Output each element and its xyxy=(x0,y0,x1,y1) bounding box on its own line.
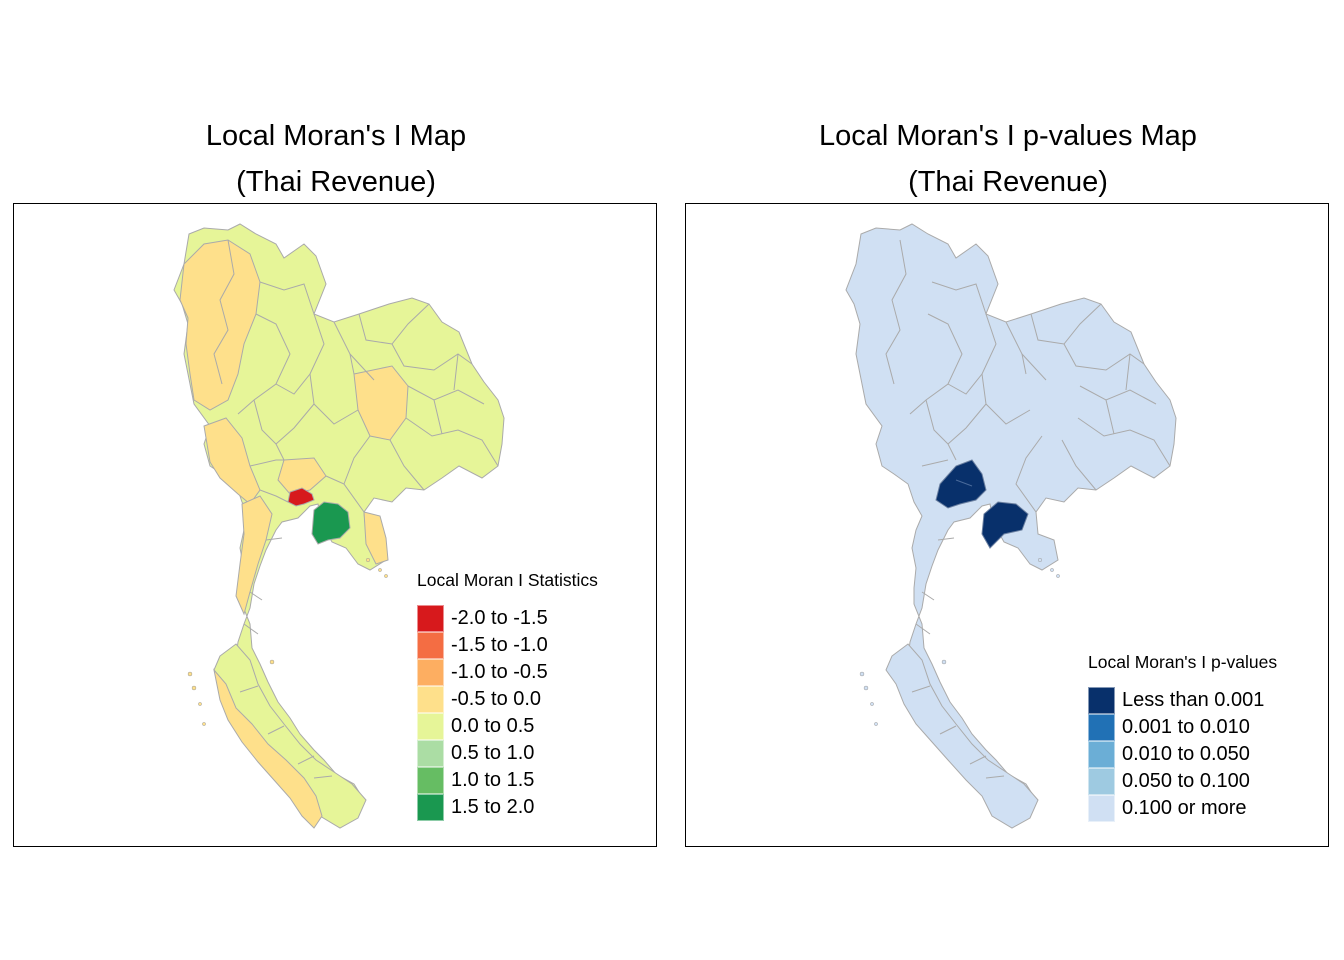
legend-title: Local Moran I Statistics xyxy=(417,570,598,590)
local-moran-legend: Local Moran I Statistics -2.0 to -1.5 -1.… xyxy=(417,570,598,821)
legend-row: -0.5 to 0.0 xyxy=(417,686,598,713)
legend-label: -2.0 to -1.5 xyxy=(451,607,548,629)
legend-row: 0.100 or more xyxy=(1088,795,1277,822)
islands xyxy=(859,557,1060,726)
legend-row: 0.010 to 0.050 xyxy=(1088,741,1277,768)
legend-label: -1.5 to -1.0 xyxy=(451,634,548,656)
legend-row: -2.0 to -1.5 xyxy=(417,605,598,632)
central-significant-cluster xyxy=(935,459,987,509)
left-map-title-line2: (Thai Revenue) xyxy=(236,166,436,198)
south-lower-region xyxy=(213,668,323,829)
east-coast-strip xyxy=(363,511,389,565)
legend-label: Less than 0.001 xyxy=(1122,689,1265,711)
legend-label: 0.100 or more xyxy=(1122,797,1247,819)
legend-swatch xyxy=(417,659,444,686)
central-pocket xyxy=(277,457,327,495)
legend-title: Local Moran's I p-values xyxy=(1088,652,1278,672)
islands xyxy=(187,557,388,726)
local-moran-map-panel: Local Moran I Statistics -2.0 to -1.5 -1.… xyxy=(13,203,657,847)
legend-label: 0.050 to 0.100 xyxy=(1122,770,1250,792)
thailand-map-pvalues xyxy=(845,223,1177,829)
legend-row: 1.5 to 2.0 xyxy=(417,794,598,821)
chonburi-cluster xyxy=(311,501,351,545)
legend-swatch xyxy=(417,686,444,713)
east-significant-cluster xyxy=(981,501,1029,549)
legend-swatch xyxy=(417,767,444,794)
legend-row: -1.0 to -0.5 xyxy=(417,659,598,686)
central-west-strip xyxy=(235,495,273,616)
legend-row: 0.0 to 0.5 xyxy=(417,713,598,740)
legend-row: Less than 0.001 xyxy=(1088,687,1277,714)
right-map-title-line2: (Thai Revenue) xyxy=(908,166,1108,198)
legend-label: 1.5 to 2.0 xyxy=(451,796,535,818)
legend-label: 0.001 to 0.010 xyxy=(1122,716,1250,738)
legend-swatch xyxy=(417,794,444,821)
legend-swatch xyxy=(1088,768,1115,795)
bangkok-outlier xyxy=(287,487,315,507)
legend-swatch xyxy=(417,632,444,659)
legend-items: -2.0 to -1.5 -1.5 to -1.0 -1.0 to -0.5 -0.5… xyxy=(417,605,598,821)
province-borders-pvalues xyxy=(885,239,1171,779)
legend-row: -1.5 to -1.0 xyxy=(417,632,598,659)
left-map-title: Local Moran's I Map (Thai Revenue) xyxy=(13,113,659,205)
province-borders xyxy=(213,239,499,779)
legend-label: -1.0 to -0.5 xyxy=(451,661,548,683)
northeast-pocket xyxy=(353,365,409,441)
legend-swatch xyxy=(417,740,444,767)
left-map-title-line1: Local Moran's I Map xyxy=(205,120,467,152)
legend-label: 0.010 to 0.050 xyxy=(1122,743,1250,765)
southern-peninsula xyxy=(213,643,367,829)
pvalue-legend: Local Moran's I p-values Less than 0.001… xyxy=(1088,652,1277,822)
right-map-title: Local Moran's I p-values Map (Thai Reven… xyxy=(685,113,1331,205)
thailand-map-statistics xyxy=(173,223,505,829)
thailand-country-shape xyxy=(173,223,505,829)
legend-label: -0.5 to 0.0 xyxy=(451,688,542,710)
northwest-region xyxy=(179,239,261,411)
right-map-title-line1: Local Moran's I p-values Map xyxy=(819,120,1197,152)
legend-label: 1.0 to 1.5 xyxy=(451,769,535,791)
legend-swatch xyxy=(1088,741,1115,768)
legend-row: 0.5 to 1.0 xyxy=(417,740,598,767)
legend-row: 0.001 to 0.010 xyxy=(1088,714,1277,741)
thailand-country-shape-pvalues xyxy=(845,223,1177,829)
legend-swatch xyxy=(417,605,444,632)
legend-items: Less than 0.001 0.001 to 0.010 0.010 to 0.… xyxy=(1088,687,1277,822)
local-moran-pvalue-map-panel: Local Moran's I p-values Less than 0.001… xyxy=(685,203,1329,847)
legend-row: 1.0 to 1.5 xyxy=(417,767,598,794)
legend-swatch xyxy=(1088,687,1115,714)
legend-row: 0.050 to 0.100 xyxy=(1088,768,1277,795)
legend-swatch xyxy=(1088,795,1115,822)
west-region xyxy=(203,417,261,505)
southern-peninsula xyxy=(885,643,1039,829)
legend-swatch xyxy=(417,713,444,740)
legend-swatch xyxy=(1088,714,1115,741)
legend-label: 0.0 to 0.5 xyxy=(451,715,535,737)
legend-label: 0.5 to 1.0 xyxy=(451,742,535,764)
